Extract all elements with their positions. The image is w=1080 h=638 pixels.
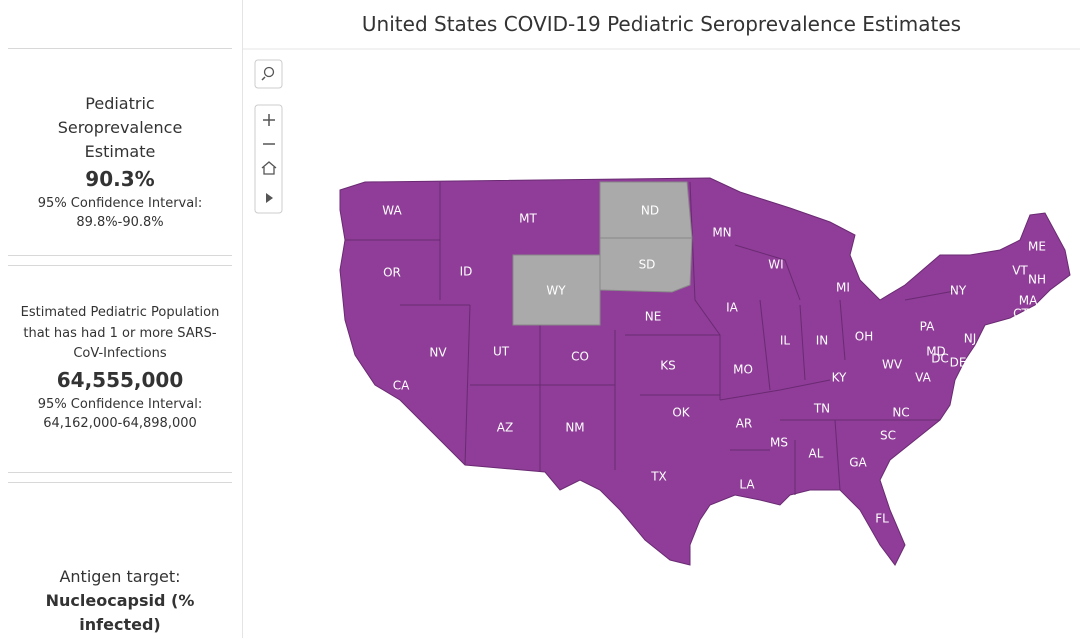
value: 64,555,000 xyxy=(56,367,184,392)
state-label: NJ xyxy=(964,332,977,346)
title: United States COVID-19 Pediatric Seropre… xyxy=(361,12,962,36)
state-label: SD xyxy=(639,258,656,272)
estimate-block: Pediatric Seroprevalence Estimate 90.3% … xyxy=(8,92,232,232)
state-borders xyxy=(345,181,961,495)
state-label: OH xyxy=(855,330,873,344)
state-label: MN xyxy=(712,226,731,240)
state-label: ME xyxy=(1028,240,1046,254)
separator xyxy=(8,472,232,473)
map-toolbar xyxy=(254,59,283,214)
state-label: ND xyxy=(641,204,659,218)
state-label: VT xyxy=(1012,264,1028,278)
ci: 64,162,000-64,898,000 xyxy=(43,415,197,431)
expand[interactable] xyxy=(266,193,273,203)
state-label: MD xyxy=(926,345,946,359)
antigen-block: Antigen target: Nucleocapsid (% infected… xyxy=(8,565,232,637)
value: 90.3% xyxy=(85,167,155,191)
state-label: TX xyxy=(650,470,667,484)
state-label: GA xyxy=(849,456,867,470)
state-label: MS xyxy=(770,436,788,450)
state-label: MI xyxy=(836,281,850,295)
state-label: NC xyxy=(892,406,909,420)
state-label: DE xyxy=(950,356,967,370)
state-label: LA xyxy=(739,478,755,492)
separator xyxy=(8,48,232,49)
ci-label: 95% Confidence Interval: xyxy=(37,196,203,211)
state-label: CO xyxy=(571,350,589,364)
side-panel: Pediatric Seroprevalence Estimate 90.3% … xyxy=(0,0,243,638)
state-label: NH xyxy=(1028,273,1046,287)
state-label: DC xyxy=(931,352,949,366)
home[interactable] xyxy=(261,161,277,175)
label: Estimated Pediatric Population that has … xyxy=(20,305,220,361)
state-label: KS xyxy=(660,359,676,373)
state-label: IA xyxy=(726,301,739,315)
zoom-controls xyxy=(254,104,283,214)
state-label: NE xyxy=(645,310,662,324)
state-label: PA xyxy=(920,320,935,334)
state-label: UT xyxy=(493,345,510,359)
state-label: MA xyxy=(1019,294,1038,308)
label: Pediatric Seroprevalence Estimate xyxy=(57,94,183,161)
state-label: IN xyxy=(816,334,829,348)
state-label: NV xyxy=(429,346,447,360)
state-label: TN xyxy=(813,402,830,416)
search-icon xyxy=(261,76,266,81)
state-label: IL xyxy=(780,334,791,348)
state-label: VA xyxy=(915,371,931,385)
state-label: OR xyxy=(383,266,401,280)
separator xyxy=(8,255,232,256)
ci: 89.8%-90.8% xyxy=(76,215,164,230)
state-label: FL xyxy=(875,512,889,526)
state-label: MT xyxy=(519,212,537,226)
state-label: AL xyxy=(809,447,824,461)
state-label: WI xyxy=(768,258,783,272)
search-button[interactable] xyxy=(254,59,283,89)
state-label: KY xyxy=(832,371,847,385)
state-label: ID xyxy=(460,265,473,279)
state-label: AZ xyxy=(497,421,513,435)
state-label: MO xyxy=(733,363,753,377)
label: Antigen target: xyxy=(59,567,181,586)
population-block: Estimated Pediatric Population that has … xyxy=(8,303,232,433)
zoom-in[interactable] xyxy=(263,114,275,126)
state-label: OK xyxy=(672,406,690,420)
state-no-data xyxy=(512,254,601,326)
search-icon xyxy=(263,66,275,78)
separator xyxy=(8,265,232,266)
us-outline xyxy=(339,177,1071,566)
value: Nucleocapsid (% infected) xyxy=(45,591,195,634)
state-label: SC xyxy=(880,429,896,443)
ci-label: 95% Confidence Interval: xyxy=(37,396,203,412)
state-label: AR xyxy=(736,417,753,431)
state-label: NY xyxy=(950,284,967,298)
state-label: CT xyxy=(1013,307,1029,321)
state-label: CA xyxy=(393,379,410,393)
separator xyxy=(8,482,232,483)
state-label: NM xyxy=(565,421,584,435)
state-label: WY xyxy=(546,284,566,298)
state-label: RI xyxy=(1034,311,1046,325)
state-label: WV xyxy=(882,358,903,372)
state-label: WA xyxy=(382,204,402,218)
